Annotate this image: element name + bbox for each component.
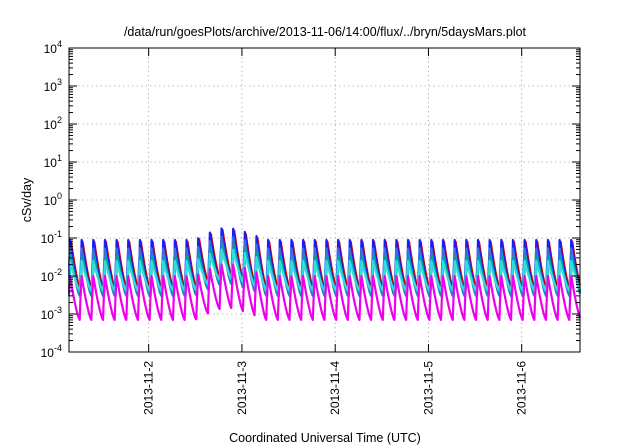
y-tick-label: 103 bbox=[44, 77, 62, 94]
y-tick-label: 104 bbox=[44, 39, 62, 56]
x-tick-label: 2013-11-4 bbox=[328, 361, 342, 415]
data-series-5 bbox=[67, 263, 582, 321]
x-tick-label: 2013-11-3 bbox=[235, 361, 249, 415]
x-tick-label: 2013-11-5 bbox=[421, 361, 435, 415]
chart-title: /data/run/goesPlots/archive/2013-11-06/1… bbox=[124, 25, 527, 39]
y-tick-label: 10-1 bbox=[41, 229, 62, 246]
y-tick-label: 10-2 bbox=[41, 267, 62, 284]
y-tick-label: 100 bbox=[44, 191, 62, 208]
y-tick-label: 102 bbox=[44, 115, 62, 132]
y-tick-label: 10-4 bbox=[41, 343, 62, 360]
y-tick-label: 10-3 bbox=[41, 305, 62, 322]
x-tick-label: 2013-11-6 bbox=[515, 361, 529, 415]
x-axis: 2013-11-2 2013-11-3 2013-11-4 2013-11-5 2013… bbox=[142, 48, 529, 415]
y-axis-label: cSv/day bbox=[20, 177, 34, 222]
x-tick-label: 2013-11-2 bbox=[142, 361, 156, 415]
y-axis: 10-4 10-3 10-2 10-1 100 101 102 103 104 bbox=[41, 39, 580, 360]
x-axis-label: Coordinated Universal Time (UTC) bbox=[229, 431, 421, 445]
y-tick-label: 101 bbox=[44, 153, 62, 170]
grid bbox=[69, 48, 580, 352]
series-layer bbox=[67, 227, 582, 321]
